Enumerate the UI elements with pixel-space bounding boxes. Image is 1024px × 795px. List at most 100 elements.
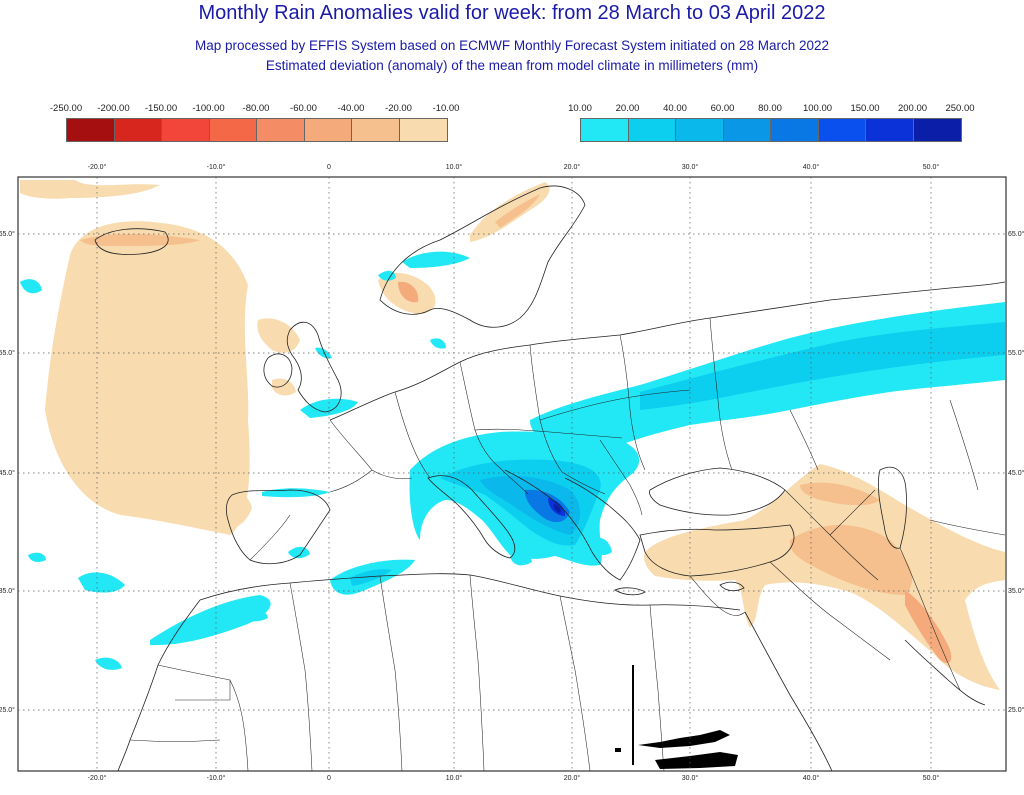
neg-legend-label: -200.00 [97,103,130,114]
pos-legend-swatch [818,119,866,141]
pos-legend-swatch [723,119,771,141]
lon-tick-label-bottom: 10.0° [446,774,463,782]
coastline-ireland [263,353,293,388]
pos-legend-label: 150.00 [850,103,880,114]
pos-legend-swatch [913,119,961,141]
pos-legend-label: 200.00 [897,103,928,114]
coastline-iberia [225,489,331,565]
lon-tick-label-bottom: 40.0° [803,774,820,782]
lon-tick-label-top: 50.0° [923,163,940,171]
neg-legend-swatch [67,119,115,141]
map-subtitle-source: Map processed by EFFIS System based on E… [194,38,829,53]
dry-anomaly-uk-west [257,318,300,353]
lon-tick-label-bottom: -10.0° [207,774,226,782]
coastline-europe-north [329,281,1006,421]
pos-legend-label: 10.00 [568,103,592,114]
neg-legend-label: -80.00 [242,103,270,114]
lon-tick-label-top: 10.0° [446,163,463,171]
dry-anomaly-greenland-edge [20,180,160,199]
wet-anomaly-norway-coast [402,251,470,268]
anomaly-fields [20,180,1005,690]
neg-legend-label: -100.00 [192,103,225,114]
lat-tick-label-right: 55.0° [1008,349,1024,357]
coastline-crete [614,587,646,596]
lat-tick-label-right: 45.0° [1008,469,1024,477]
legend-negative-anomaly: -250.00 -200.00 -150.00 -100.00 -80.00 -60.00… [49,103,459,142]
lon-tick-label-top: -10.0° [207,163,226,171]
pos-legend-label: 60.00 [710,103,735,114]
wet-anomaly-greece [590,537,612,556]
pos-legend-label: 80.00 [758,103,782,114]
lon-tick-label-top: 40.0° [803,163,820,171]
lat-tick-label-right: 65.0° [1008,230,1024,238]
wet-anomaly-baltic [430,338,446,349]
pos-legend-swatch [581,119,629,141]
pos-legend-swatch [628,119,676,141]
map-subtitle-units: Estimated deviation (anomaly) of the mea… [265,58,759,73]
dry-anomaly-iberia-west [215,488,252,529]
coastline-persian-gulf [904,639,986,706]
neg-legend-label: -150.00 [144,103,178,114]
wet-anomaly-atlantic-4 [20,279,42,294]
wet-anomaly-eastern-band-core [640,322,1005,410]
neg-legend-label: -10.00 [432,103,460,114]
wet-anomaly-atlantic-2 [95,657,122,670]
lon-tick-label-top: -20.0° [88,163,107,171]
lon-tick-label-bottom: 20.0° [564,774,581,782]
lat-tick-label-left: 35.0° [0,587,15,595]
coastline-scandinavia [379,185,586,328]
coastline-cyprus [719,581,745,592]
wet-anomaly-algeria-core [350,569,392,586]
lon-tick-label-bottom: 0 [327,775,331,782]
coastline-turkey [639,524,795,577]
pos-legend-label: 20.00 [615,103,640,114]
wet-anomaly-norway-inland [378,270,396,281]
dry-anomaly-iceland-strip [80,234,200,246]
lon-tick-label-bottom: 30.0° [682,774,699,782]
neg-legend-swatch [209,119,257,141]
neg-legend-label: -40.00 [337,103,365,114]
lon-tick-label-top: 30.0° [682,163,699,171]
coastlines [94,185,1006,772]
neg-legend-swatch [352,119,400,141]
pos-legend-label: 250.00 [945,103,975,114]
neg-legend-swatch [304,119,352,141]
lat-tick-label-left: 55.0° [0,349,15,357]
dry-anomaly-caucasus [800,482,880,506]
wet-anomaly-atlantic-1 [78,572,125,593]
dry-anomaly-norway-south-core [398,281,419,303]
pos-legend-swatch [676,119,724,141]
missing-data-patch [615,665,738,769]
dry-anomaly-atlantic [45,221,250,535]
pos-legend-swatch [771,119,819,141]
neg-legend-label: -20.00 [385,103,412,114]
map-title: Monthly Rain Anomalies valid for week: f… [198,2,826,24]
lat-tick-label-right: 25.0° [1008,706,1024,714]
coastline-balkans [504,469,641,581]
lat-tick-label-left: 65.0° [0,230,15,238]
coastline-west-africa [117,599,201,772]
lat-tick-label-left: 45.0° [0,469,15,477]
wet-anomaly-libya [510,552,532,566]
legend-positive-anomaly: 10.00 20.00 40.00 60.00 80.00 100.00 150.00 200… [562,103,982,142]
lat-tick-label-left: 25.0° [0,706,15,714]
graticule [18,177,1006,771]
pos-legend-label: 100.00 [802,103,833,114]
coastline-red-sea [744,611,833,772]
coastline-uk [286,321,342,413]
lon-tick-label-bottom: -20.0° [88,774,107,782]
dry-anomaly-norway-north-core [495,194,540,228]
neg-legend-label: -250.00 [49,103,83,114]
wet-anomaly-iberia [288,546,310,559]
neg-legend-swatch [399,119,447,141]
lat-tick-label-right: 35.0° [1008,587,1024,595]
neg-legend-label: -60.00 [290,103,317,114]
dry-anomaly-turkey-iran [644,464,1005,690]
wet-anomaly-morocco-2 [240,608,268,622]
wet-anomaly-balkans-max [553,504,561,513]
axis-ticks: -20.0° -20.0° -10.0° -10.0° 0 0 10.0° 10.0° 20.0… [0,163,1024,782]
coastline-iceland [94,228,169,255]
neg-legend-swatch [162,119,210,141]
lon-tick-label-bottom: 50.0° [923,774,940,782]
pos-legend-swatch [866,119,914,141]
